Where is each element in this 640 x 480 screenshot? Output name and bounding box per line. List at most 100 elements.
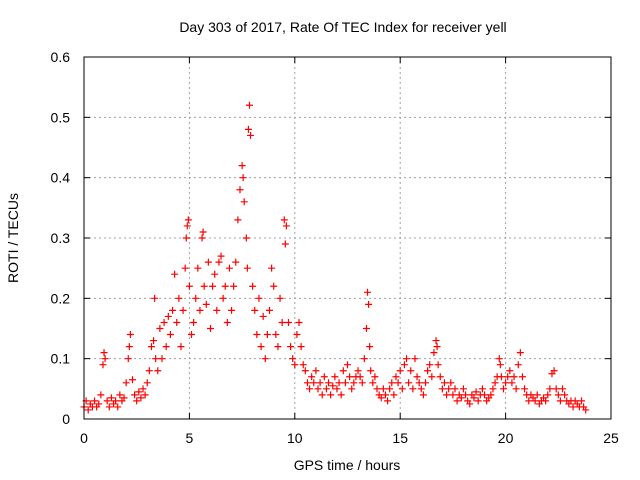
data-point [419, 391, 427, 399]
data-point [270, 282, 278, 290]
data-point [561, 391, 569, 399]
data-point [478, 385, 486, 393]
data-point [124, 355, 132, 363]
data-point [185, 282, 193, 290]
data-point [366, 343, 374, 351]
data-point [582, 406, 590, 414]
data-point [213, 306, 221, 314]
data-point [544, 391, 552, 399]
data-point [281, 240, 289, 248]
data-point [230, 282, 238, 290]
data-point [177, 343, 185, 351]
data-point [514, 361, 522, 369]
data-point [433, 343, 441, 351]
data-point [268, 264, 276, 272]
data-point [243, 264, 251, 272]
y-tick-label: 0 [62, 411, 70, 427]
data-point [126, 331, 134, 339]
data-point [430, 349, 438, 357]
data-point [125, 343, 133, 351]
data-point [472, 388, 480, 396]
data-point [421, 379, 429, 387]
data-point [453, 397, 461, 405]
data-point [215, 258, 223, 266]
data-point [377, 394, 385, 402]
data-point [289, 355, 297, 363]
data-point [510, 373, 518, 381]
data-point [190, 318, 198, 326]
data-point [316, 379, 324, 387]
data-point [333, 385, 341, 393]
data-point [116, 391, 124, 399]
data-point [97, 391, 105, 399]
data-point [487, 391, 495, 399]
data-point [428, 373, 436, 381]
data-point [457, 394, 465, 402]
data-point [137, 394, 145, 402]
data-point [379, 385, 387, 393]
data-point [358, 379, 366, 387]
data-point [301, 367, 309, 375]
data-point [413, 373, 421, 381]
data-point [103, 397, 111, 405]
data-point [223, 318, 231, 326]
data-point [257, 343, 265, 351]
data-point [133, 397, 141, 405]
data-point [166, 331, 174, 339]
data-point [407, 367, 415, 375]
data-point [84, 406, 92, 414]
data-point [158, 355, 166, 363]
data-point [381, 391, 389, 399]
data-point [251, 306, 259, 314]
data-point [364, 288, 372, 296]
data-point [409, 385, 417, 393]
data-point [160, 318, 168, 326]
data-point [546, 385, 554, 393]
data-point [371, 373, 379, 381]
data-point [508, 379, 516, 387]
data-point [141, 391, 149, 399]
data-point [225, 264, 233, 272]
data-point [263, 331, 271, 339]
data-point [122, 379, 130, 387]
data-point [329, 382, 337, 390]
data-point [100, 349, 108, 357]
data-point [105, 403, 113, 411]
data-point [438, 385, 446, 393]
data-point [135, 388, 143, 396]
data-point [432, 337, 440, 345]
data-point [145, 367, 153, 375]
data-point [310, 379, 318, 387]
data-point [95, 400, 103, 408]
data-point [495, 355, 503, 363]
data-point [322, 385, 330, 393]
data-point [253, 331, 261, 339]
data-point [533, 391, 541, 399]
data-point [261, 355, 269, 363]
data-point [156, 325, 164, 332]
data-point [499, 385, 507, 393]
y-axis-label: ROTI / TECUs [5, 193, 21, 283]
data-point [369, 379, 377, 387]
x-tick-label: 15 [392, 430, 408, 446]
data-point [164, 312, 172, 320]
data-point [350, 379, 358, 387]
y-tick-label: 0.5 [51, 109, 71, 125]
data-point [107, 394, 115, 402]
data-point [143, 379, 151, 387]
data-point [466, 400, 474, 408]
data-point [550, 367, 558, 375]
data-point [459, 385, 467, 393]
data-point [415, 379, 423, 387]
data-point [440, 379, 448, 387]
data-point [341, 379, 349, 387]
data-point [255, 294, 263, 302]
data-point [496, 361, 504, 369]
data-point [388, 379, 396, 387]
data-point [284, 318, 292, 326]
data-point [396, 367, 404, 375]
data-point [188, 331, 196, 339]
data-point [518, 373, 526, 381]
data-point [221, 282, 229, 290]
data-point [278, 318, 286, 326]
